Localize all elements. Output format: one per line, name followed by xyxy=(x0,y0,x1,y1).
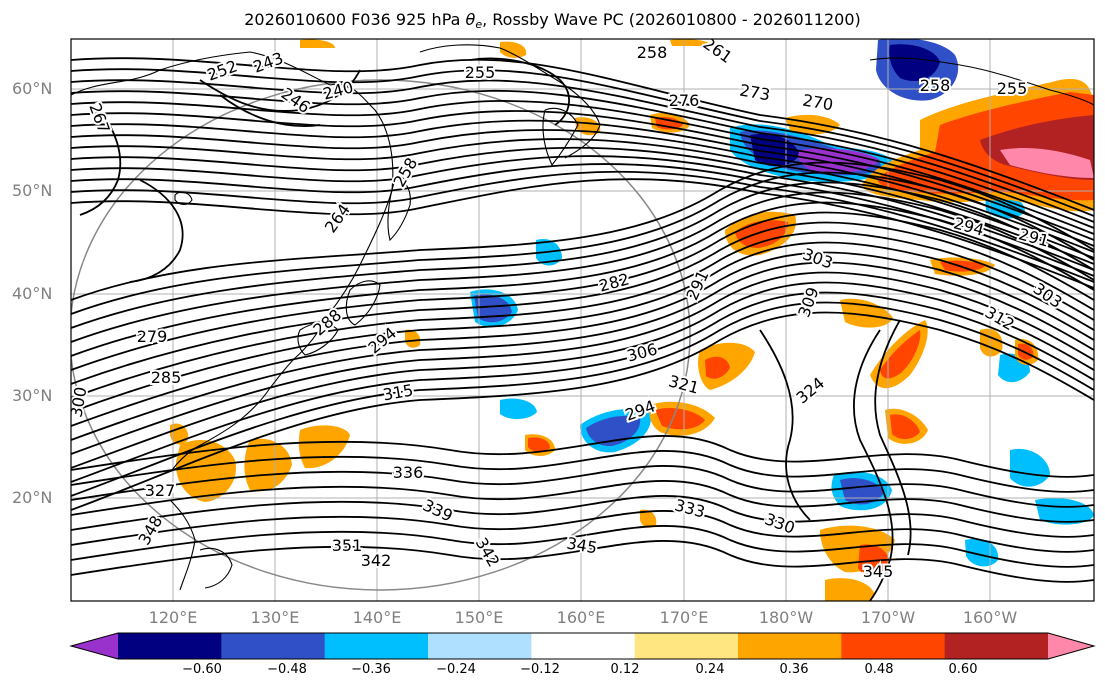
colorbar-swatch xyxy=(738,633,842,659)
theta-e-contour-line xyxy=(71,57,1094,211)
theta-e-contour-line xyxy=(71,211,1094,371)
theta-e-contour-line xyxy=(71,221,1094,385)
colorbar-tick: −0.36 xyxy=(351,662,391,677)
colorbar-tick: −0.48 xyxy=(267,662,307,677)
lon-label-170w: 170°W xyxy=(860,608,916,627)
theta-e-contour-line xyxy=(71,301,1094,497)
colorbar-swatch xyxy=(634,633,739,659)
theta-e-contour-line xyxy=(71,510,1094,553)
theta-e-contour-line xyxy=(71,100,1094,235)
theta-e-contour-line xyxy=(71,495,1094,538)
theta-e-contour-line xyxy=(71,170,1094,283)
contour-label: 285 xyxy=(151,368,182,387)
theta-e-contour-line xyxy=(71,311,1094,511)
map-title: 2026010600 F036 925 hPa θe, Rossby Wave … xyxy=(244,10,861,31)
theta-e-contour-line xyxy=(71,281,1094,469)
lon-label-160e: 160°E xyxy=(556,608,606,627)
theta-e-contour-line xyxy=(71,231,1094,399)
theta-e-contour-line xyxy=(853,329,894,601)
contour-label: 276 xyxy=(669,91,700,110)
theta-e-contours xyxy=(71,57,1094,601)
colorbar-swatch xyxy=(428,633,532,659)
colorbar-extend-max xyxy=(1048,633,1094,659)
colorbar-swatch xyxy=(944,633,1049,659)
colorbar-tick: 0.12 xyxy=(610,662,640,677)
colorbar-tick: 0.60 xyxy=(948,662,978,677)
colorbar-tick: 0.36 xyxy=(779,662,809,677)
theta-e-contour-line xyxy=(71,171,1094,315)
lon-label-180w: 180°W xyxy=(758,608,814,627)
theta-e-contour-line xyxy=(79,109,122,216)
theta-e-contour-line xyxy=(71,155,1094,271)
theta-e-contour-line xyxy=(71,291,1094,483)
theta-e-contour-line xyxy=(874,319,912,556)
theta-e-contour-line xyxy=(71,241,1094,413)
contour-label: 336 xyxy=(393,463,424,482)
verification-circle xyxy=(71,79,691,591)
coastlines xyxy=(71,44,1094,591)
contour-label: 342 xyxy=(361,551,392,570)
lat-label-20n: 20°N xyxy=(12,488,53,507)
theta-e-contour-line xyxy=(71,89,1094,229)
theta-e-contour-line xyxy=(199,69,361,112)
colorbar-swatch xyxy=(531,633,636,659)
theta-e-contour-line xyxy=(71,450,1094,493)
colorbar-swatch xyxy=(324,633,429,659)
lon-label-150e: 150°E xyxy=(454,608,504,627)
theta-e-contour-line xyxy=(71,251,1094,427)
contour-label: 258 xyxy=(920,76,951,95)
lat-label-50n: 50°N xyxy=(12,181,53,200)
theta-e-contour-line xyxy=(129,179,184,283)
theta-e-contour-line xyxy=(71,138,1094,259)
theta-e-contour-line xyxy=(71,435,1094,478)
lon-label-170e: 170°E xyxy=(659,608,709,627)
colorbar-swatch xyxy=(841,633,946,659)
theta-e-contour-line xyxy=(71,68,1094,217)
contour-label: 279 xyxy=(137,327,168,346)
theta-e-contour-line xyxy=(71,191,1094,343)
theta-e-contour-line xyxy=(71,465,1094,508)
lon-label-130e: 130°E xyxy=(250,608,300,627)
contour-label: 255 xyxy=(465,63,496,82)
lon-label-140e: 140°E xyxy=(352,608,402,627)
colorbar xyxy=(69,632,1096,660)
colorbar-tick: 0.48 xyxy=(864,662,894,677)
map-frame xyxy=(70,38,1095,602)
theta-e-contour-line xyxy=(219,94,321,127)
contour-label: 258 xyxy=(637,43,668,62)
lat-label-60n: 60°N xyxy=(12,79,53,98)
theta-e-contour-line xyxy=(71,178,1094,289)
theta-e-contour-line xyxy=(71,146,1094,265)
theta-e-contour-line xyxy=(71,540,1094,583)
lon-label-160w: 160°W xyxy=(962,608,1018,627)
colorbar-tick: −0.24 xyxy=(436,662,476,677)
theta-e-contour-line xyxy=(71,525,1094,568)
colorbar-tick: −0.60 xyxy=(182,662,222,677)
colorbar-tick: 0.24 xyxy=(695,662,725,677)
lat-label-30n: 30°N xyxy=(12,386,53,405)
theta-e-contour-line xyxy=(71,181,1094,329)
contour-label: 345 xyxy=(863,562,894,581)
theta-e-contour-line xyxy=(71,109,1094,241)
theta-e-contour-line xyxy=(71,161,1094,301)
colorbar-swatch xyxy=(118,633,222,659)
contour-label: 351 xyxy=(332,536,363,555)
contour-label: 270 xyxy=(801,90,834,114)
theta-e-contour-line xyxy=(759,329,811,521)
theta-e-contour-line xyxy=(71,201,1094,357)
contour-label: 327 xyxy=(145,481,176,500)
lon-label-120e: 120°E xyxy=(148,608,198,627)
theta-e-contour-line xyxy=(71,79,1094,223)
lat-label-40n: 40°N xyxy=(12,284,53,303)
contour-label: 255 xyxy=(997,79,1028,98)
theta-e-contour-line xyxy=(71,261,1094,441)
colorbar-extend-min xyxy=(71,633,118,659)
colorbar-outline xyxy=(69,632,1096,660)
colorbar-tick: −0.12 xyxy=(520,662,560,677)
colorbar-swatch xyxy=(221,633,326,659)
theta-e-contour-line xyxy=(71,480,1094,523)
